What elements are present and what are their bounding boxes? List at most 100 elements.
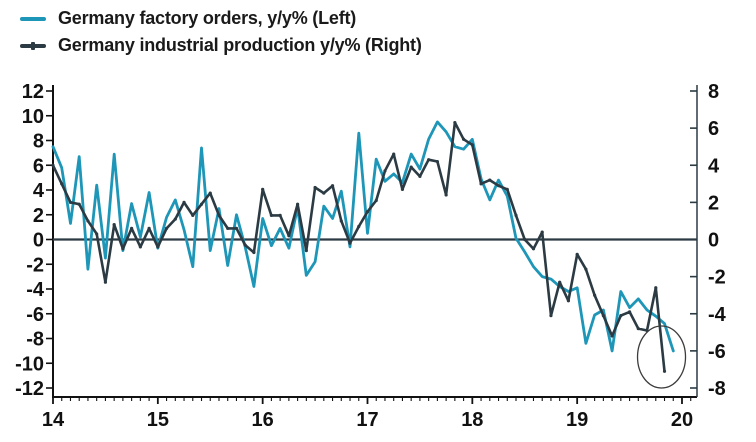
industrial-production-point-marker bbox=[130, 226, 134, 230]
industrial-production-point-marker bbox=[164, 226, 169, 230]
industrial-production-point-marker bbox=[182, 200, 186, 204]
industrial-production-point-marker bbox=[654, 286, 658, 290]
industrial-production-point-marker bbox=[461, 137, 466, 141]
industrial-production-point-marker bbox=[593, 293, 597, 297]
industrial-production-point-marker bbox=[252, 250, 256, 255]
left-axis-tick-label: -8 bbox=[26, 329, 44, 351]
industrial-production-point-marker bbox=[86, 219, 90, 223]
chart-legend: Germany factory orders, y/y% (Left) Germ… bbox=[20, 5, 422, 59]
industrial-production-point-marker bbox=[409, 165, 413, 169]
industrial-production-point-marker bbox=[217, 213, 221, 217]
left-axis-tick-label: -6 bbox=[26, 304, 44, 326]
industrial-production-point-marker bbox=[400, 187, 405, 191]
right-axis-tick-label: -8 bbox=[708, 378, 726, 400]
industrial-production-point-marker bbox=[339, 219, 343, 223]
right-axis-tick-label: -2 bbox=[708, 267, 726, 289]
x-axis-year-label: 17 bbox=[356, 409, 378, 431]
right-axis-tick-label: 2 bbox=[708, 192, 719, 214]
industrial-production-point-marker bbox=[112, 223, 116, 227]
left-axis-tick-label: 6 bbox=[33, 155, 44, 177]
industrial-production-point-marker bbox=[444, 193, 448, 197]
industrial-production-point-marker bbox=[540, 230, 544, 234]
industrial-production-point-marker bbox=[488, 178, 492, 182]
industrial-production-point-marker bbox=[287, 234, 291, 238]
industrial-production-point-marker bbox=[383, 169, 387, 173]
industrial-production-point-marker bbox=[68, 200, 73, 204]
industrial-production-point-marker bbox=[60, 182, 64, 186]
industrial-production-point-marker bbox=[427, 158, 431, 162]
industrial-production-point-marker bbox=[156, 245, 160, 249]
industrial-production-point-marker bbox=[479, 182, 483, 186]
industrial-production-point-marker bbox=[374, 198, 378, 203]
x-axis-year-label: 15 bbox=[147, 409, 169, 431]
industrial-production-point-marker bbox=[226, 226, 230, 230]
right-axis-tick-label: 6 bbox=[708, 118, 719, 140]
industrial-production-point-marker bbox=[601, 314, 605, 318]
industrial-production-point-marker bbox=[330, 184, 335, 188]
left-axis-tick-label: 4 bbox=[33, 180, 45, 202]
highlight-ellipse-annotation bbox=[636, 325, 687, 389]
x-axis-year-label: 18 bbox=[461, 409, 483, 431]
industrial-production-point-marker bbox=[549, 314, 553, 318]
industrial-production-line bbox=[51, 121, 666, 373]
industrial-production-point-marker bbox=[566, 299, 571, 303]
industrial-production-point-marker bbox=[278, 213, 282, 217]
x-axis-year-label: 16 bbox=[252, 409, 274, 431]
industrial-production-point-marker bbox=[636, 327, 640, 331]
industrial-production-point-marker bbox=[418, 174, 422, 178]
left-axis-tick-label: 10 bbox=[22, 106, 44, 128]
industrial-production-point-marker bbox=[234, 226, 239, 230]
industrial-production-point-marker bbox=[505, 187, 509, 191]
left-axis-tick-label: 0 bbox=[33, 230, 44, 252]
industrial-production-point-marker bbox=[121, 247, 125, 251]
industrial-production-legend-label: Germany industrial production y/y% (Righ… bbox=[58, 35, 422, 55]
industrial-production-point-marker bbox=[514, 213, 518, 217]
industrial-production-point-marker bbox=[269, 213, 273, 217]
industrial-production-point-marker bbox=[261, 187, 265, 191]
left-axis-tick-label: -10 bbox=[15, 353, 44, 375]
x-axis-year-label: 14 bbox=[42, 409, 65, 431]
x-axis-year-label: 20 bbox=[671, 409, 693, 431]
industrial-production-point-marker bbox=[470, 143, 474, 147]
left-axis-tick-label: -2 bbox=[26, 254, 44, 276]
industrial-production-point-marker bbox=[496, 184, 501, 188]
industrial-production-point-marker bbox=[191, 213, 195, 217]
industrial-production-point-marker bbox=[453, 120, 457, 125]
x-axis-year-label: 19 bbox=[566, 409, 588, 431]
industrial-production-point-marker bbox=[619, 314, 623, 318]
industrial-production-point-marker bbox=[199, 202, 204, 206]
industrial-production-point-marker bbox=[77, 202, 81, 206]
industrial-production-point-marker bbox=[173, 217, 177, 221]
industrial-production-point-marker bbox=[662, 369, 667, 373]
industrial-production-line-marker-icon bbox=[20, 41, 46, 50]
industrial-production-point-marker bbox=[243, 243, 247, 247]
legend-item-factory-orders: Germany factory orders, y/y% (Left) bbox=[20, 5, 422, 32]
right-axis-tick-label: 0 bbox=[708, 230, 719, 252]
right-axis-tick-label: -6 bbox=[708, 341, 726, 363]
industrial-production-point-marker bbox=[357, 224, 361, 229]
legend-item-industrial-production: Germany industrial production y/y% (Righ… bbox=[20, 32, 422, 59]
industrial-production-point-marker bbox=[304, 249, 308, 253]
industrial-production-point-marker bbox=[531, 247, 536, 251]
industrial-production-point-marker bbox=[95, 232, 99, 236]
industrial-production-point-marker bbox=[523, 237, 527, 242]
industrial-production-point-marker bbox=[322, 191, 326, 195]
industrial-production-point-marker bbox=[575, 252, 579, 256]
industrial-production-point-marker bbox=[392, 152, 396, 156]
industrial-production-point-marker bbox=[558, 280, 562, 284]
industrial-production-point-marker bbox=[138, 245, 142, 249]
industrial-production-point-marker bbox=[208, 191, 212, 195]
left-axis-tick-label: 12 bbox=[22, 81, 44, 103]
industrial-production-point-marker bbox=[584, 267, 588, 271]
industrial-production-point-marker bbox=[435, 159, 439, 164]
right-axis-tick-label: -4 bbox=[708, 304, 727, 326]
industrial-production-point-marker bbox=[313, 185, 317, 190]
left-axis-tick-label: -12 bbox=[15, 378, 44, 400]
right-axis-tick-label: 4 bbox=[708, 155, 720, 177]
left-axis-tick-label: 8 bbox=[33, 131, 44, 153]
industrial-production-point-marker bbox=[610, 334, 614, 338]
right-axis-tick-label: 8 bbox=[708, 81, 719, 103]
industrial-production-point-marker bbox=[103, 280, 108, 284]
